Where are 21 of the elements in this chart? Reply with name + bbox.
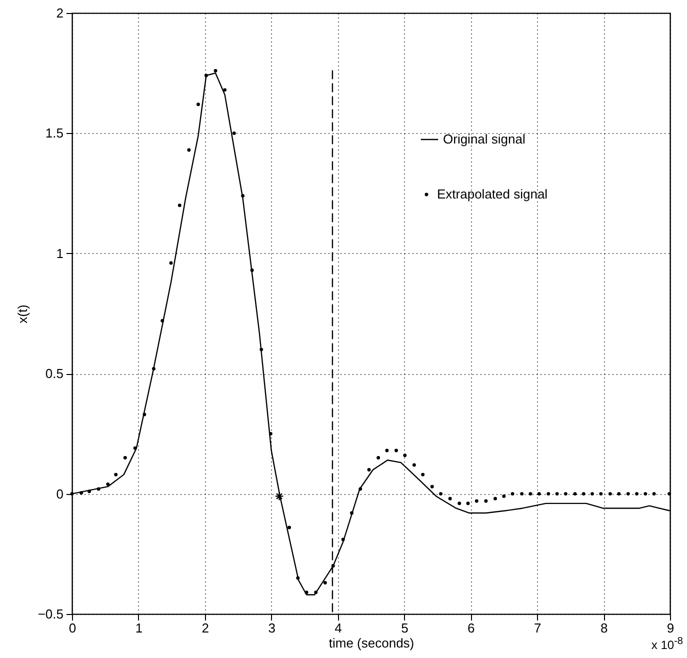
y-tick-label: 1 — [56, 246, 64, 261]
x-tick-label: 2 — [202, 620, 210, 636]
y-tick-label: 0 — [56, 486, 64, 502]
text: x 10$^{-8}$ — [651, 636, 683, 652]
y-tick-label: 1.5 — [45, 126, 64, 141]
legend-label: Extrapolated signal — [437, 186, 548, 202]
x-tick-label: 4 — [334, 620, 342, 636]
x-tick-label: 0 — [68, 620, 76, 636]
x-tick-label: 7 — [534, 620, 542, 636]
x-axis-title: time (seconds) — [328, 636, 414, 650]
x-tick-label: 8 — [600, 620, 608, 636]
x-tick-label: 1 — [135, 620, 143, 636]
y-axis-title: x(t) — [14, 304, 30, 324]
x-tick-label: 6 — [468, 620, 475, 636]
y-tick-label: 2 — [56, 6, 64, 20]
x-tick-label: 9 — [666, 620, 674, 636]
x-tick-label: 3 — [268, 620, 276, 636]
legend-label: Original signal — [443, 132, 526, 146]
y-tick-label: 0.5 — [45, 366, 64, 382]
x-tick-label: 5 — [401, 620, 408, 636]
y-tick-label: −0.5 — [38, 606, 64, 622]
